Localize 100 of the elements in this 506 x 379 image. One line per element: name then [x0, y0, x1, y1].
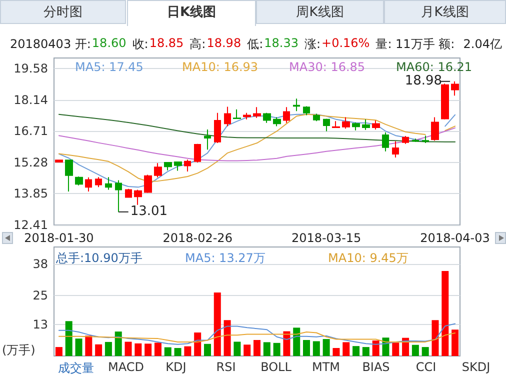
candlestick [303, 106, 310, 116]
annotation: 18.98 [404, 73, 442, 88]
text: 涨: [304, 36, 321, 53]
text: 18.60 [92, 36, 126, 50]
candlestick [253, 106, 261, 118]
candlestick [422, 135, 429, 144]
bar [154, 342, 162, 356]
line-series [58, 323, 456, 345]
candlestick [233, 108, 241, 120]
bar [372, 340, 380, 356]
annotation: 总手:10.90万手 [56, 250, 142, 267]
y-tick-label: 13.85 [14, 186, 48, 201]
bar [184, 346, 192, 356]
text: KDJ [166, 360, 186, 374]
candlestick [313, 113, 320, 122]
bar [442, 270, 449, 356]
bar [104, 342, 112, 356]
candlestick [441, 83, 449, 120]
candlestick [85, 176, 92, 192]
bar [452, 330, 459, 356]
y-tick-label: 18.14 [14, 92, 48, 107]
x-tick-label: 2018-02-26 [162, 231, 232, 245]
text: 月K线图 [384, 0, 506, 24]
line-series [58, 114, 456, 142]
candlestick [134, 189, 142, 206]
x-tick-label: 2018-03-15 [291, 231, 362, 245]
x-tick-label: 2018-01-30 [24, 231, 94, 245]
text: 成交量 [58, 360, 94, 377]
y-axis-title: (万手) [2, 342, 36, 359]
text: 收: [132, 36, 148, 53]
bar [214, 292, 221, 356]
bar [244, 344, 251, 356]
bar [234, 342, 241, 356]
text: 高: [190, 36, 206, 53]
candlestick [184, 159, 191, 172]
candlestick [214, 112, 221, 144]
text: BOLL [260, 360, 292, 374]
text: 18.33 [264, 36, 298, 50]
bar [392, 342, 400, 356]
candlestick [154, 162, 162, 178]
bar [194, 332, 202, 356]
candlestick [392, 140, 399, 158]
bar [362, 347, 370, 356]
bar [263, 342, 270, 356]
bar [422, 347, 429, 356]
bar [273, 342, 280, 356]
text: 周K线图 [256, 0, 384, 24]
candlestick [382, 132, 389, 152]
candlestick [95, 176, 102, 188]
candlestick [243, 112, 251, 120]
bar [342, 342, 350, 356]
bar [85, 336, 92, 356]
annotation: 13.01 [130, 204, 168, 219]
bar [114, 332, 122, 356]
candlestick [402, 136, 409, 144]
bar [75, 338, 82, 356]
text: 分时图 [0, 0, 126, 24]
bar [204, 344, 211, 356]
text: RSI [216, 360, 236, 374]
candlestick [174, 162, 182, 172]
candlestick [115, 180, 122, 212]
bar [254, 340, 260, 356]
text: MACD [108, 360, 144, 374]
bar [352, 346, 360, 356]
y-tick-label: 12.41 [14, 218, 48, 232]
candlestick [283, 106, 290, 124]
text: 18.98 [206, 36, 242, 50]
bar [432, 320, 439, 356]
candlestick [362, 118, 370, 130]
bar [293, 328, 300, 356]
y-tick-label: 15.28 [14, 155, 48, 170]
candlestick [342, 116, 350, 130]
candlestick [144, 174, 152, 194]
y-tick-label: 19.58 [14, 61, 48, 76]
bar [164, 347, 172, 356]
text: MA10: 16.93 [182, 60, 258, 74]
text: 2.04亿 [463, 36, 502, 53]
line-series [58, 127, 456, 162]
text: MTM [312, 360, 340, 374]
bar [55, 347, 62, 356]
bar [332, 348, 340, 356]
candlestick [164, 162, 172, 171]
text: 低: [247, 36, 264, 53]
candlestick [65, 159, 73, 192]
text: CCI [416, 360, 436, 374]
text: SKDJ [462, 360, 490, 374]
candlestick [352, 122, 360, 131]
candlestick [372, 120, 380, 130]
annotation: MA10: 9.45万 [328, 250, 408, 267]
bar [303, 340, 310, 356]
y-tick-label: 16.71 [14, 124, 48, 138]
bar [65, 321, 72, 356]
bar [124, 342, 132, 356]
text: BIAS [362, 360, 390, 374]
bar [283, 331, 290, 356]
text: 18.85 [149, 36, 184, 50]
text: +0.16% [322, 36, 370, 50]
line-series [58, 332, 456, 342]
y-tick-label: 38 [32, 256, 48, 271]
bar [174, 348, 182, 356]
